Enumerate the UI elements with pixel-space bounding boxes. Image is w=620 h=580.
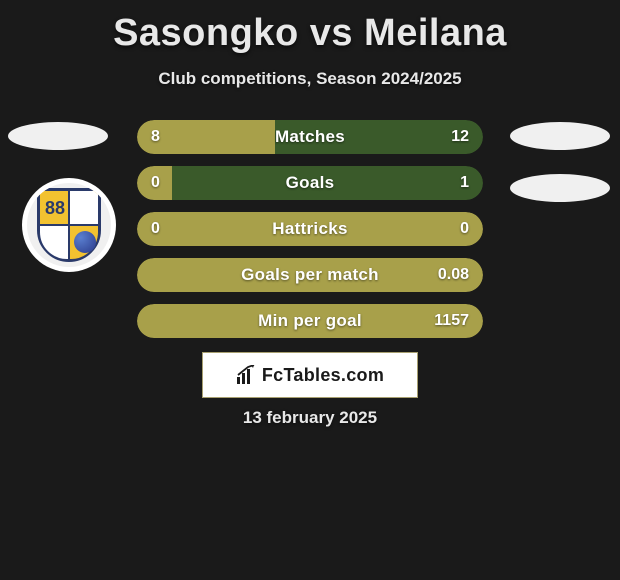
stat-row: 0 0 Hattricks <box>137 212 483 246</box>
stat-value-right: 1 <box>460 174 469 192</box>
player-right-avatar-1 <box>510 122 610 150</box>
stat-label: Min per goal <box>258 311 362 331</box>
page-subtitle: Club competitions, Season 2024/2025 <box>0 69 620 89</box>
player-right-avatar-2 <box>510 174 610 202</box>
stat-value-right: 12 <box>451 128 469 146</box>
stat-label: Hattricks <box>272 219 347 239</box>
shield-icon: 88 <box>37 188 101 262</box>
brand-text: FcTables.com <box>262 365 384 386</box>
stat-label: Goals <box>286 173 335 193</box>
stat-value-left: 8 <box>151 128 160 146</box>
player-left-avatar <box>8 122 108 150</box>
stat-label: Matches <box>275 127 345 147</box>
shield-number: 88 <box>45 198 65 219</box>
ball-icon <box>74 231 96 253</box>
stat-row: 0 1 Goals <box>137 166 483 200</box>
chart-icon <box>236 365 256 385</box>
club-badge: 88 <box>22 178 116 272</box>
page-title: Sasongko vs Meilana <box>0 0 620 55</box>
date-text: 13 february 2025 <box>0 408 620 428</box>
stat-row: 8 12 Matches <box>137 120 483 154</box>
stat-value-right: 1157 <box>434 312 469 330</box>
stats-container: 8 12 Matches 0 1 Goals 0 0 Hattricks 0.08 Goals pe… <box>137 120 483 350</box>
stat-value-left: 0 <box>151 220 160 238</box>
stat-label: Goals per match <box>241 265 379 285</box>
stat-row: 1157 Min per goal <box>137 304 483 338</box>
stat-value-left: 0 <box>151 174 160 192</box>
stat-row: 0.08 Goals per match <box>137 258 483 292</box>
brand-box: FcTables.com <box>202 352 418 398</box>
stat-value-right: 0.08 <box>438 266 469 284</box>
stat-value-right: 0 <box>460 220 469 238</box>
